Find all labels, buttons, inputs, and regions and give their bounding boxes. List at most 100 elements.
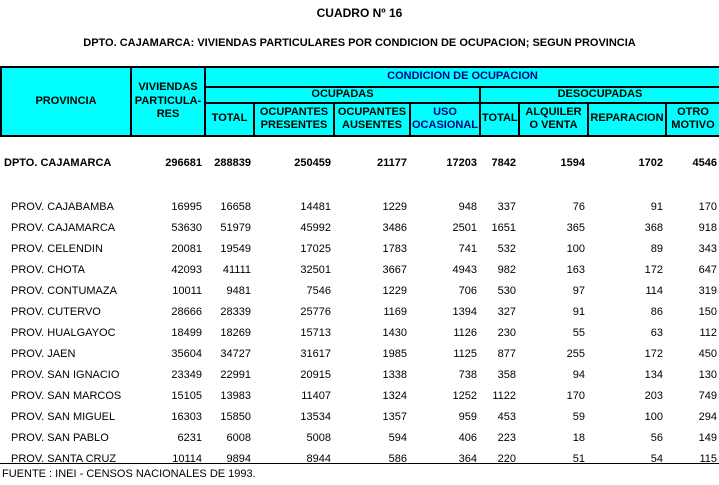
value-cell: 982 xyxy=(480,259,519,281)
value-cell: 450 xyxy=(666,343,719,365)
value-cell: 112 xyxy=(666,322,719,344)
value-cell: 5008 xyxy=(254,427,334,449)
value-cell: 18269 xyxy=(205,322,254,344)
value-cell: 6231 xyxy=(131,427,205,449)
value-cell: 1122 xyxy=(480,385,519,407)
header-viviendas-line2: PARTICULA- xyxy=(134,94,202,107)
value-cell: 594 xyxy=(334,427,410,449)
header-otro-motivo: OTRO MOTIVO xyxy=(665,101,719,137)
province-cell: PROV. SAN MIGUEL xyxy=(1,406,131,428)
table-row: PROV. HUALGAYOC 18499 18269 15713 1430 1126 23… xyxy=(1,322,719,344)
value-cell: 56 xyxy=(588,427,666,449)
province-cell: PROV. CONTUMAZA xyxy=(1,280,131,302)
header-viviendas-line3: RES xyxy=(156,108,180,121)
header-uso-ocasional: USO OCASIONAL xyxy=(409,101,481,137)
value-cell: 1394 xyxy=(410,301,480,323)
header-ocupantes-ausentes: OCUPANTES AUSENTES xyxy=(333,101,411,137)
value-cell: 532 xyxy=(480,238,519,260)
value-cell: 738 xyxy=(410,364,480,386)
value-cell: 220 xyxy=(480,448,519,470)
table-row: PROV. CONTUMAZA 10011 9481 7546 1229 706 530 97… xyxy=(1,280,719,302)
value-cell: 1125 xyxy=(410,343,480,365)
value-cell: 17025 xyxy=(254,238,334,260)
table-row: PROV. SAN IGNACIO 23349 22991 20915 1338 738 3… xyxy=(1,364,719,386)
table-row: PROV. SAN PABLO 6231 6008 5008 594 406 223 18 56… xyxy=(1,427,719,449)
value-cell: 20915 xyxy=(254,364,334,386)
value-cell: 54 xyxy=(588,448,666,470)
province-cell: PROV. CELENDIN xyxy=(1,238,131,260)
table-row: PROV. CUTERVO 28666 28339 25776 1169 1394 327 9… xyxy=(1,301,719,323)
value-cell: 294 xyxy=(666,406,719,428)
value-cell: 1324 xyxy=(334,385,410,407)
header-ocupantes-presentes: OCUPANTES PRESENTES xyxy=(253,101,335,137)
value-cell: 20081 xyxy=(131,238,205,260)
value-cell: 6008 xyxy=(205,427,254,449)
value-cell: 255 xyxy=(519,343,588,365)
value-cell: 13534 xyxy=(254,406,334,428)
value-cell: 706 xyxy=(410,280,480,302)
value-cell: 368 xyxy=(588,217,666,239)
total-value-cell: 296681 xyxy=(131,135,205,174)
value-cell: 86 xyxy=(588,301,666,323)
value-cell: 364 xyxy=(410,448,480,470)
value-cell: 7546 xyxy=(254,280,334,302)
value-cell: 163 xyxy=(519,259,588,281)
header-reparacion: REPARACION xyxy=(587,101,667,137)
header-alquiler-o-venta: ALQUILER O VENTA xyxy=(518,101,589,137)
value-cell: 1783 xyxy=(334,238,410,260)
province-cell: PROV. CUTERVO xyxy=(1,301,131,323)
data-table: PROVINCIA VIVIENDAS PARTICULA- RES CONDI… xyxy=(0,66,719,470)
value-cell: 741 xyxy=(410,238,480,260)
value-cell: 28339 xyxy=(205,301,254,323)
total-value-cell: 21177 xyxy=(334,135,410,174)
value-cell: 13983 xyxy=(205,385,254,407)
value-cell: 1229 xyxy=(334,173,410,218)
value-cell: 319 xyxy=(666,280,719,302)
header-viviendas-line1: VIVIENDAS xyxy=(138,80,198,93)
total-row: DPTO. CAJAMARCA 296681 288839 250459 211… xyxy=(1,135,719,174)
table-row: PROV. CAJAMARCA 53630 51979 45992 3486 2501 16… xyxy=(1,217,719,239)
value-cell: 10114 xyxy=(131,448,205,470)
value-cell: 170 xyxy=(519,385,588,407)
value-cell: 959 xyxy=(410,406,480,428)
value-cell: 10011 xyxy=(131,280,205,302)
value-cell: 172 xyxy=(588,259,666,281)
province-cell: PROV. CAJABAMBA xyxy=(1,173,131,218)
value-cell: 14481 xyxy=(254,173,334,218)
value-cell: 918 xyxy=(666,217,719,239)
total-value-cell: 250459 xyxy=(254,135,334,174)
value-cell: 453 xyxy=(480,406,519,428)
value-cell: 16658 xyxy=(205,173,254,218)
total-value-cell: 4546 xyxy=(666,135,719,174)
value-cell: 16995 xyxy=(131,173,205,218)
value-cell: 25776 xyxy=(254,301,334,323)
value-cell: 3486 xyxy=(334,217,410,239)
value-cell: 19549 xyxy=(205,238,254,260)
value-cell: 51 xyxy=(519,448,588,470)
page-title: CUADRO Nº 16 xyxy=(316,6,403,20)
table-row: PROV. CAJABAMBA 16995 16658 14481 1229 948 337… xyxy=(1,173,719,218)
header-provincia: PROVINCIA xyxy=(0,66,132,137)
value-cell: 4943 xyxy=(410,259,480,281)
value-cell: 15105 xyxy=(131,385,205,407)
value-cell: 41111 xyxy=(205,259,254,281)
value-cell: 53630 xyxy=(131,217,205,239)
footer-divider xyxy=(0,463,719,464)
value-cell: 16303 xyxy=(131,406,205,428)
value-cell: 91 xyxy=(519,301,588,323)
province-cell: PROV. SANTA CRUZ xyxy=(1,448,131,470)
value-cell: 1338 xyxy=(334,364,410,386)
value-cell: 55 xyxy=(519,322,588,344)
value-cell: 115 xyxy=(666,448,719,470)
value-cell: 15713 xyxy=(254,322,334,344)
value-cell: 63 xyxy=(588,322,666,344)
value-cell: 3667 xyxy=(334,259,410,281)
total-value-cell: 17203 xyxy=(410,135,480,174)
value-cell: 76 xyxy=(519,173,588,218)
value-cell: 170 xyxy=(666,173,719,218)
value-cell: 18 xyxy=(519,427,588,449)
value-cell: 877 xyxy=(480,343,519,365)
value-cell: 1651 xyxy=(480,217,519,239)
value-cell: 134 xyxy=(588,364,666,386)
